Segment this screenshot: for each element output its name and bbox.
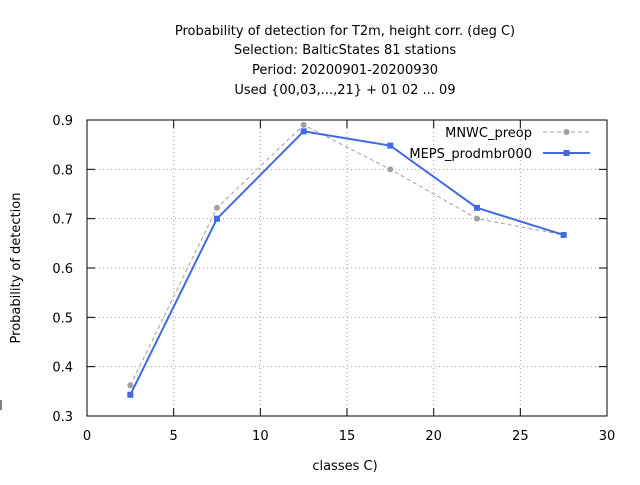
x-tick-label: 0 — [83, 429, 91, 444]
x-tick-label: 20 — [425, 429, 442, 444]
chart-title: Probability of detection for T2m, height… — [175, 24, 515, 98]
x-tick-label: 30 — [599, 429, 616, 444]
y-axis-title: Probability of detection — [9, 193, 24, 344]
data-point-mnwc-preop — [127, 382, 134, 389]
series-layer — [127, 121, 567, 398]
data-point-meps-prodmbr000 — [127, 391, 134, 398]
title-line-4: Used {00,03,...,21} + 01 02 ... 09 — [234, 83, 455, 98]
title-line-1: Probability of detection for T2m, height… — [175, 24, 515, 39]
title-line-2: Selection: BalticStates 81 stations — [234, 43, 457, 58]
series-line-meps-prodmbr000 — [129, 130, 564, 396]
x-tick-label: 10 — [252, 429, 269, 444]
title-line-3: Period: 20200901-20200930 — [252, 63, 438, 78]
y-tick-label: 0.4 — [52, 361, 73, 376]
data-point-meps-prodmbr000 — [560, 231, 567, 238]
data-point-mnwc-preop — [214, 204, 220, 211]
y-tick-label: 0.5 — [52, 311, 73, 326]
axis-ticks: 0 5 10 15 20 25 30 0.3 0.4 0.5 0.6 0.7 0.8 0.9 — [52, 114, 615, 444]
legend-marker-mnwc-preop — [563, 129, 570, 135]
y-tick-label: 0.6 — [52, 262, 73, 277]
data-point-mnwc-preop — [300, 121, 307, 128]
legend-marker-meps-prodmbr000 — [563, 150, 570, 156]
data-point-mnwc-preop — [387, 166, 394, 173]
x-tick-label: 25 — [512, 429, 529, 444]
y-tick-label: 0.8 — [52, 163, 73, 178]
series-line-mnwc-preop — [129, 124, 564, 386]
legend: MNWC_preop MEPS_prodmbr000 — [409, 126, 590, 162]
legend-label-mnwc: MNWC_preop — [445, 126, 532, 141]
data-point-mnwc-preop — [474, 215, 480, 222]
data-point-meps-prodmbr000 — [387, 142, 394, 149]
data-point-meps-prodmbr000 — [474, 204, 480, 211]
data-point-meps-prodmbr000 — [300, 128, 307, 135]
x-tick-label: 5 — [170, 429, 178, 444]
x-axis-title: classes C) — [312, 459, 377, 474]
y-tick-label: 0.7 — [52, 213, 73, 228]
data-point-meps-prodmbr000 — [214, 215, 220, 222]
x-tick-label: 15 — [339, 429, 356, 444]
y-tick-label: 0.3 — [52, 410, 73, 425]
grid — [87, 120, 607, 416]
y-tick-label: 0.9 — [52, 114, 73, 129]
legend-label-meps: MEPS_prodmbr000 — [409, 147, 532, 162]
